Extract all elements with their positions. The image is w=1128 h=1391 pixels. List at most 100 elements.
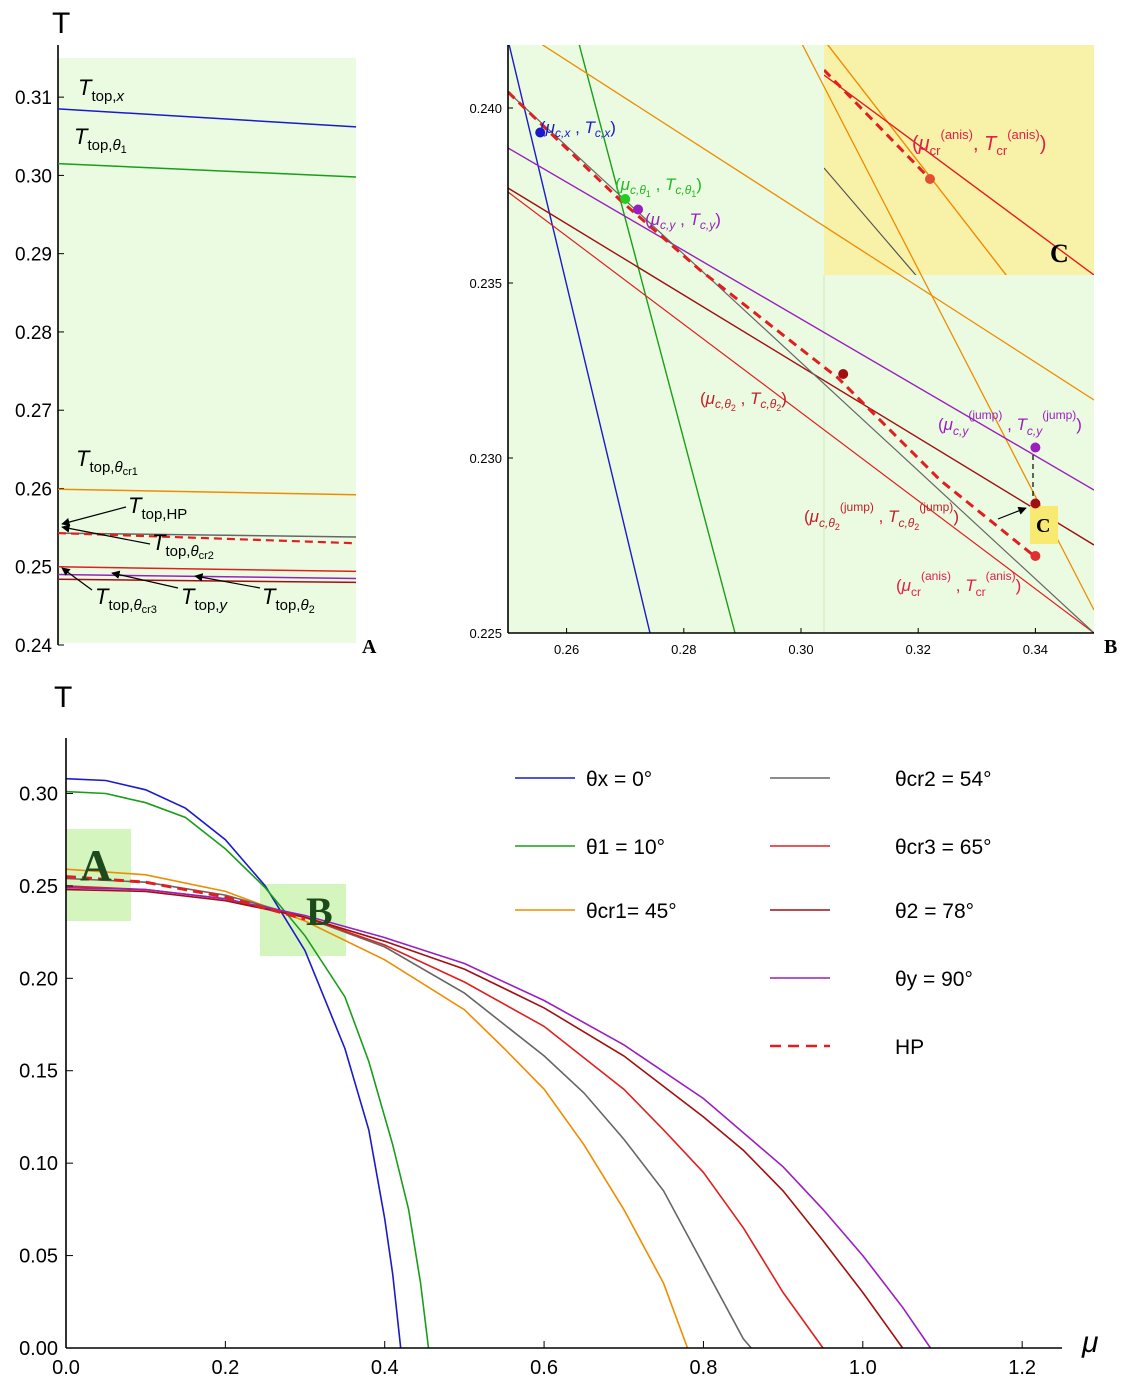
- main-series-x-0: [65, 777, 402, 1349]
- region-a-box: [66, 829, 131, 921]
- arrow-jump: [997, 506, 1027, 520]
- inset-c-line: [824, 74, 1094, 275]
- inset-c-point: [925, 174, 935, 184]
- inset-c-line: [824, 167, 917, 275]
- panel-b-point-c-2-jump-tc-2-jump: [1030, 498, 1041, 509]
- legend-label-cr3-65: θcr3 = 65°: [895, 836, 992, 859]
- arrow-theta2: [194, 573, 261, 589]
- main-y-tick-label: 0.20: [19, 968, 58, 990]
- panel-a-line-t-top-cr2: [57, 531, 357, 545]
- main-x-tick-label: 0.8: [690, 1357, 718, 1379]
- main-series-hp: [65, 875, 306, 921]
- panel-b-point-cr-anis-tcr-anis: [1030, 551, 1041, 561]
- panel-b-curve-segment: [541, 45, 1094, 401]
- annotation-t-top-theta2: Ttop,θ2: [262, 584, 315, 616]
- legend-label-2-78: θ2 = 78°: [895, 900, 974, 923]
- main-series-cr3-65: [65, 885, 824, 1349]
- panel-b-curve-segment: [508, 187, 1094, 546]
- panel-b-curve-segment: [508, 91, 1094, 633]
- main-y-tick-label: 0.30: [19, 783, 58, 805]
- panel-b-y-tick-label: 0.225: [469, 626, 502, 641]
- main-x-tick-label: 1.2: [1008, 1357, 1036, 1379]
- annotation-t-top-hp: Ttop,HP: [128, 493, 187, 523]
- legend-label-hp: HP: [895, 1036, 924, 1059]
- panel-a: T 0.24 0.25 0.26 0.27 0.28 0.29 0.30 0.31 Ttop,…: [15, 7, 377, 658]
- main-y-tick-label: 0.00: [19, 1338, 58, 1360]
- main-series-cr1-45: [65, 868, 689, 1349]
- panel-b-x-tick-label: 0.26: [554, 642, 579, 657]
- legend-label-x-0: θx = 0°: [586, 768, 652, 791]
- panel-b-curve-segment: [508, 191, 1094, 633]
- legend-label-cr1-45: θcr1= 45°: [586, 900, 677, 923]
- region-a-label: A: [80, 841, 112, 890]
- panel-a-y-tick-label: 0.26: [15, 479, 52, 500]
- panel-a-y-tick-label: 0.30: [15, 166, 52, 187]
- main-y-tick-label: 0.05: [19, 1246, 58, 1268]
- main-series-y-90: [65, 886, 932, 1349]
- legend-label-y-90: θy = 90°: [895, 968, 973, 991]
- main-y-axis-label: T: [54, 681, 72, 714]
- panel-a-y-tick-label: 0.25: [15, 558, 52, 579]
- region-c-marker: [1030, 506, 1058, 544]
- panel-a-label: A: [362, 636, 377, 658]
- panel-b-curve-segment: [508, 45, 651, 633]
- legend-label-1-10: θ1 = 10°: [586, 836, 665, 859]
- annotation-t-top-y: Ttop,y: [181, 584, 228, 614]
- region-b-label: B: [306, 889, 333, 934]
- panel-b-x-tick-label: 0.32: [906, 642, 931, 657]
- panel-a-line-t-top-x: [57, 108, 357, 128]
- panel-b-point-c-y-jump-tc-y-jump: [1030, 442, 1041, 453]
- main-y-tick-label: 0.25: [19, 876, 58, 898]
- annotation-t-top-thetacr1: Ttop,θcr1: [76, 446, 138, 478]
- arrow-hp: [61, 506, 127, 527]
- panel-b-x-tick-label: 0.30: [788, 642, 813, 657]
- panel-b-x-tick-label: 0.28: [671, 642, 696, 657]
- annotation-t-top-theta1: Ttop,θ1: [74, 124, 127, 156]
- panel-a-y-axis-label: T: [52, 7, 70, 40]
- region-c-label: C: [1036, 515, 1050, 537]
- panel-a-background: [58, 58, 356, 643]
- panel-b-point-c-2-tc-2: [838, 369, 849, 379]
- panel-b-curve-segment: [578, 45, 736, 633]
- main-y-tick-label: 0.15: [19, 1061, 58, 1083]
- main-series-1-10: [65, 790, 430, 1349]
- arrow-thetacr3: [61, 567, 93, 591]
- arrow-thetacr2: [61, 524, 151, 545]
- inset-c-label: C: [1050, 239, 1069, 268]
- panel-b-x-tick-label: 0.34: [1023, 642, 1048, 657]
- main-series-cr2-54: [65, 877, 752, 1349]
- panel-b-curve-segment: [508, 147, 1094, 491]
- panel-b-y-tick-label: 0.235: [469, 276, 502, 291]
- main-x-tick-label: 0.4: [371, 1357, 399, 1379]
- panel-a-y-tick-label: 0.31: [15, 88, 52, 109]
- arrow-y: [111, 570, 179, 589]
- panel-a-y-tick-label: 0.27: [15, 401, 52, 422]
- panel-a-line-t-top-cr1: [57, 488, 357, 496]
- legend: θx = 0° θ1 = 10° θcr1= 45° θcr2 = 54° θcr3 =…: [515, 768, 992, 1059]
- panel-b-point-c-x-tc-x: [535, 127, 546, 138]
- legend-label-cr2-54: θcr2 = 54°: [895, 768, 992, 791]
- main-y-tick-label: 0.10: [19, 1153, 58, 1175]
- annotation-t-top-x: Ttop,x: [78, 75, 124, 105]
- main-x-tick-label: 0.6: [530, 1357, 558, 1379]
- inset-c-hp-dashed: [824, 68, 932, 181]
- main-x-tick-label: 0.2: [211, 1357, 239, 1379]
- panel-b-point-c-y-tc-y: [633, 204, 644, 215]
- main-x-tick-label: 1.0: [849, 1357, 877, 1379]
- main-series-2-78: [65, 888, 904, 1349]
- panel-b-y-tick-label: 0.230: [469, 451, 502, 466]
- main-chart: T μ A B 0.0 0.2 0.4 0.6 0.8 1.0 1.2 0.00 0.05 0.1…: [19, 681, 1098, 1379]
- panel-a-y-tick-label: 0.24: [15, 636, 52, 657]
- panel-a-y-tick-label: 0.29: [15, 245, 52, 266]
- annotation-t-top-thetacr2: Ttop,θcr2: [152, 530, 214, 562]
- main-x-tick-label: 0.0: [52, 1357, 80, 1379]
- panel-a-line-t-top-2: [57, 578, 357, 584]
- annotation-t-top-thetacr3: Ttop,θcr3: [95, 584, 157, 616]
- panel-a-line-t-top-1: [57, 162, 357, 178]
- panel-b-point-c-1-tc-1: [620, 194, 631, 204]
- panel-b-y-tick-label: 0.240: [469, 101, 502, 116]
- panel-b-label: B: [1104, 636, 1117, 658]
- inset-c-background: [824, 45, 1094, 275]
- panel-a-line-t-top-hp: [57, 532, 357, 538]
